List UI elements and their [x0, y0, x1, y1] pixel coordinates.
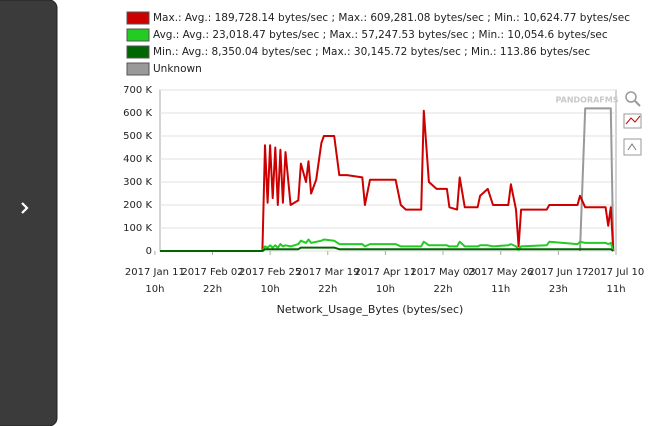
legend-swatch — [126, 11, 150, 25]
toolbar — [623, 91, 642, 156]
x-tick-label: 2017 Jun 17 23h — [528, 267, 589, 295]
legend-label: Min.: Avg.: 8,350.04 bytes/sec ; Max.: 3… — [153, 46, 590, 58]
data-icon[interactable] — [623, 138, 642, 156]
graph-icon[interactable] — [623, 113, 642, 129]
x-tick-label: 2017 Jan 11 10h — [124, 267, 185, 295]
y-tick-label: 600 K — [123, 108, 152, 119]
y-tick-label: 100 K — [123, 223, 152, 234]
series-line — [160, 246, 614, 252]
x-tick-label: 2017 May 03 22h — [410, 267, 476, 295]
x-tick-label: 2017 Apr 11 10h — [354, 267, 417, 295]
legend-swatch — [126, 28, 150, 42]
y-tick-label: 200 K — [123, 200, 152, 211]
x-tick-label: 2017 Jul 10 11h — [587, 267, 645, 295]
legend-swatch — [126, 45, 150, 59]
zoom-icon[interactable] — [625, 91, 637, 103]
plot-area — [159, 89, 617, 252]
legend-label: Avg.: Avg.: 23,018.47 bytes/sec ; Max.: … — [153, 29, 608, 41]
y-tick-label: 500 K — [123, 131, 152, 142]
y-tick-label: 300 K — [123, 177, 152, 188]
y-tick-label: 700 K — [123, 85, 152, 96]
legend-swatch — [126, 62, 150, 76]
series-line — [579, 107, 615, 252]
y-tick-label: 0 — [146, 246, 152, 257]
x-tick-label: 2017 Mar 19 22h — [296, 267, 360, 295]
graph-icon-line — [625, 115, 641, 125]
legend-label: Unknown — [153, 63, 202, 75]
y-tick-label: 400 K — [123, 154, 152, 165]
x-tick-label: 2017 Feb 02 22h — [181, 267, 244, 295]
x-tick-label: 2017 Feb 25 10h — [239, 267, 302, 295]
watermark: PANDORAFMS — [556, 96, 619, 105]
legend-label: Max.: Avg.: 189,728.14 bytes/sec ; Max.:… — [153, 12, 630, 24]
sidebar-toggle[interactable] — [21, 202, 29, 214]
data-icon-glyph — [627, 143, 637, 151]
series-line — [160, 109, 615, 252]
sidebar — [0, 0, 58, 426]
x-tick-label: 2017 May 26 11h — [468, 267, 534, 295]
x-axis-label: Network_Usage_Bytes (bytes/sec) — [277, 303, 464, 316]
zoom-icon-handle — [634, 100, 641, 107]
series-line — [160, 238, 615, 252]
